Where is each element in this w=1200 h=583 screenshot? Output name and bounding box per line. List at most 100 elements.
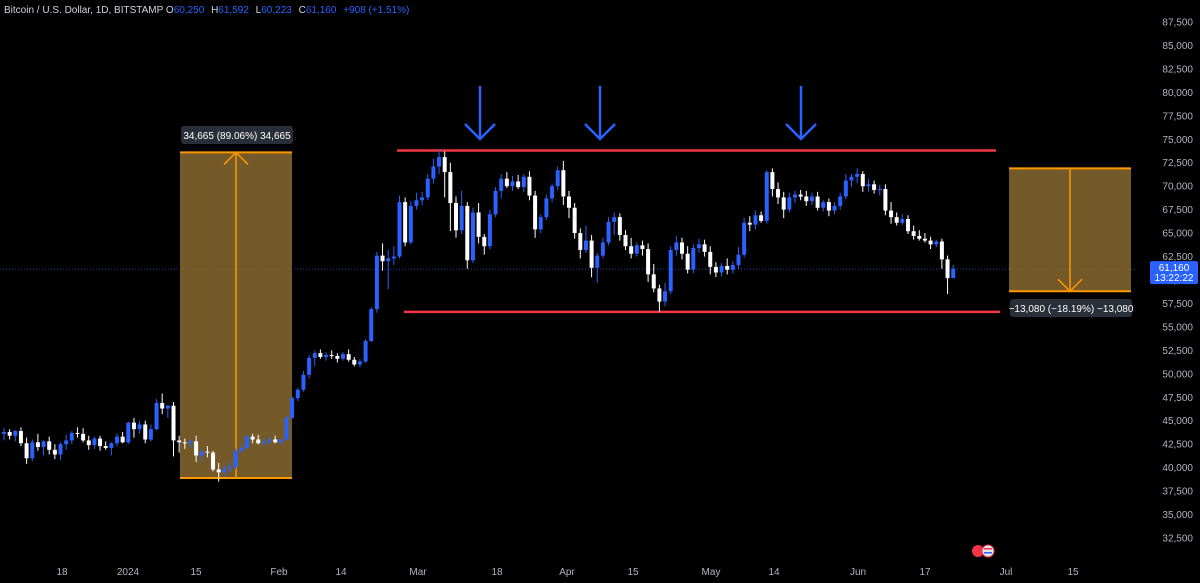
price-tick-label: 50,000 [1162,369,1193,380]
candle-body [516,181,521,188]
candle-body [64,440,69,445]
price-tick-label: 45,000 [1162,416,1193,427]
candles [2,150,956,482]
measure-boxes [180,151,1131,479]
price-tick-label: 77,500 [1162,111,1193,122]
candle-body [572,207,577,234]
candle-body [188,441,193,444]
candle-body [832,205,837,211]
candle-body [58,444,63,455]
candle-body [708,251,713,267]
candle-body [606,221,611,243]
time-tick-label: Apr [559,567,575,578]
candle-body [883,188,888,211]
candle-body [877,188,882,190]
candle-body [81,433,86,441]
current-price-value: 61,160 [1159,263,1190,274]
time-tick-label: 15 [627,567,639,578]
candle-body [922,238,927,241]
candle-body [866,184,871,187]
candle-body [815,196,820,208]
candle-body [764,172,769,221]
candle-body [685,253,690,270]
candle-body [657,288,662,302]
candle-body [736,254,741,265]
candle-body [809,196,814,202]
measure-up-box-arrowhead [223,151,249,165]
candle-body [448,172,453,204]
candle-body [143,424,148,440]
candle-body [459,205,464,231]
candle-body [482,236,487,247]
price-tick-label: 37,500 [1162,487,1193,498]
candle-body [24,443,29,459]
low-label: L [255,5,262,16]
candle-body [680,242,684,254]
candle-body [527,176,532,196]
candle-body [742,222,747,255]
candle-body [250,436,255,440]
close-value: 61,160 [305,5,337,16]
candle-body [165,405,170,409]
candle-body [239,447,244,451]
candle-body [131,422,136,430]
time-tick-label: 14 [768,567,780,578]
flag-icon-right [981,544,995,558]
candle-body [578,233,583,250]
candle-body [363,340,368,362]
candle-body [696,244,701,249]
candle-body [301,374,306,390]
candle-body [137,424,142,430]
price-tick-label: 72,500 [1162,158,1193,169]
candle-body [454,203,458,231]
open-label: O [165,5,174,16]
symbol-title: Bitcoin / U.S. Dollar, 1D, BITSTAMP [4,5,164,16]
candle-body [199,451,204,456]
candle-body [583,240,588,250]
candle-body [295,389,300,399]
candle-body [244,436,249,448]
candle-body [205,451,210,453]
candle-body [41,441,46,447]
candle-body [595,255,600,268]
candle-body [487,214,492,247]
candle-body [374,255,379,310]
candle-body [222,468,227,473]
price-tick-label: 35,000 [1162,510,1193,521]
current-price-countdown: 13:22:22 [1155,273,1194,284]
candle-body [617,217,622,235]
price-tick-label: 65,000 [1162,229,1193,240]
open-value: 60,250 [173,5,205,16]
flag-icon[interactable] [972,544,995,558]
price-tick-label: 55,000 [1162,322,1193,333]
candle-body [544,198,549,218]
price-axis[interactable]: 87,500 85,000 82,500 80,000 77,500 75,000 72,5… [1162,18,1193,545]
candle-body [759,215,764,221]
candle-body [849,176,854,181]
candle-body [346,354,351,360]
high-value: 61,592 [218,5,249,16]
price-tick-label: 82,500 [1162,64,1193,75]
candle-body [357,361,362,365]
candle-body [228,466,232,469]
measure-down-label: −13,080 (−18.19%) −13,080 [1009,304,1134,315]
candle-body [352,359,357,365]
price-tick-label: 70,000 [1162,182,1193,193]
candle-body [934,241,939,245]
price-tick-label: 75,000 [1162,135,1193,146]
candle-body [499,178,504,191]
down-arrow-head [584,123,616,141]
candle-body [855,173,860,177]
time-axis[interactable]: 18 2024 15 Feb 14 Mar 18 Apr 15 May 14 Jun 17 Jul 15 [56,567,1079,578]
candle-body [109,443,114,448]
time-tick-label: May [702,567,721,578]
candle-body [538,217,543,230]
price-tick-label: 87,500 [1162,18,1193,29]
candle-body [713,266,718,273]
candle-body [776,188,781,198]
candle-body [894,217,899,223]
candle-body [663,291,668,302]
candle-body [13,431,18,436]
candle-body [160,402,165,409]
